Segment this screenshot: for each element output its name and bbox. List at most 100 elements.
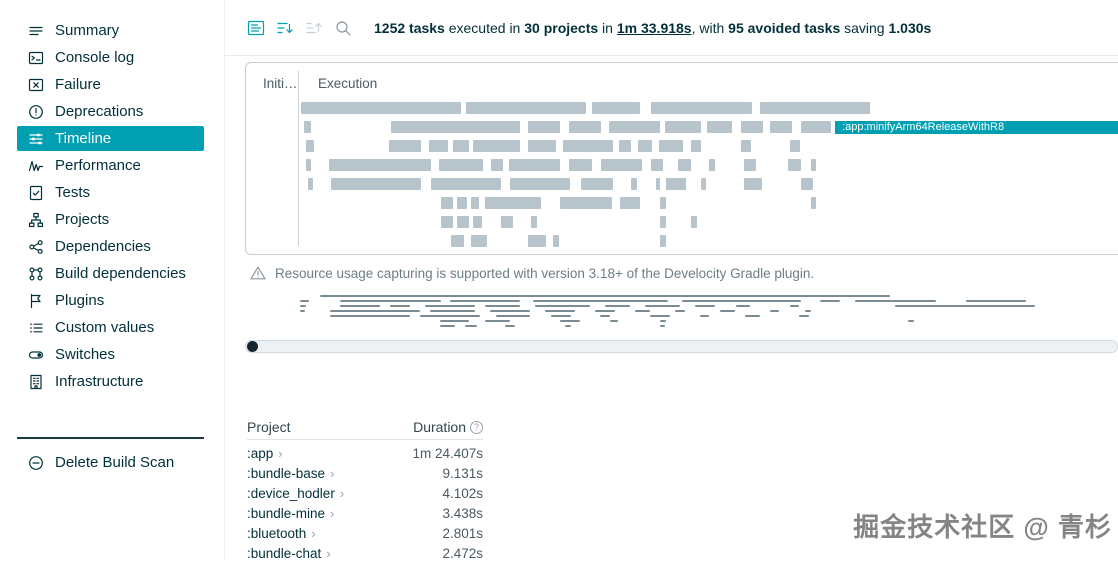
project-link[interactable]: :bundle-chat › [247,546,331,561]
timeline-bar[interactable] [429,140,449,152]
timeline-bar[interactable] [457,197,467,209]
timeline-bar[interactable] [600,159,643,171]
timeline-bar[interactable] [471,235,487,247]
scrollbar-thumb[interactable] [247,341,258,352]
timeline-bar[interactable] [788,159,801,171]
project-link[interactable]: :bundle-mine › [247,506,334,521]
timeline-bar[interactable] [306,140,314,152]
timeline-bar[interactable] [592,102,640,114]
timeline-minimap[interactable] [245,292,1118,332]
sidebar-item-performance[interactable]: Performance [17,153,204,178]
timeline-bar[interactable] [500,216,513,228]
timeline-bar[interactable] [490,159,503,171]
timeline-bar[interactable] [528,235,547,247]
timeline-bar[interactable] [568,159,593,171]
timeline-bar[interactable] [620,197,640,209]
project-link[interactable]: :app › [247,446,283,461]
timeline-bar[interactable] [568,121,601,133]
sidebar-item-timeline[interactable]: Timeline [17,126,204,151]
timeline-scrollbar[interactable] [245,340,1118,353]
timeline-bar[interactable] [430,178,501,190]
timeline-bar[interactable] [650,102,753,114]
timeline-bar[interactable] [618,140,631,152]
sidebar-item-dependencies[interactable]: Dependencies [17,234,204,259]
timeline-bar[interactable] [700,178,707,190]
timeline-bar[interactable] [508,159,561,171]
timeline-bar[interactable] [744,178,763,190]
sidebar-item-summary[interactable]: Summary [17,18,204,43]
project-link[interactable]: :bundle-base › [247,466,334,481]
project-link[interactable]: :device_hodler › [247,486,344,501]
view-options-button[interactable] [246,18,266,38]
sidebar-item-build-dependencies[interactable]: Build dependencies [17,261,204,286]
timeline-bar[interactable] [510,178,571,190]
group-order-button[interactable] [304,18,324,38]
timeline-bar[interactable] [530,216,537,228]
timeline-bar[interactable] [450,235,465,247]
sidebar-item-infrastructure[interactable]: Infrastructure [17,369,204,394]
timeline-bar[interactable] [440,197,453,209]
timeline-bar[interactable] [457,216,470,228]
sidebar-item-custom-values[interactable]: Custom values [17,315,204,340]
delete-build-scan-button[interactable]: Delete Build Scan [17,450,204,475]
timeline-bar[interactable] [306,159,312,171]
timeline-bar[interactable] [660,216,667,228]
timeline-bar[interactable] [638,140,653,152]
timeline-bar[interactable] [660,235,667,247]
timeline-bar[interactable] [307,178,313,190]
timeline-bar[interactable] [528,121,561,133]
timeline-bar[interactable] [666,178,686,190]
sidebar-item-switches[interactable]: Switches [17,342,204,367]
timeline-bar[interactable] [744,159,757,171]
timeline-bar[interactable] [440,216,453,228]
timeline-bar[interactable] [690,140,701,152]
timeline-bar[interactable] [665,121,701,133]
timeline-bar[interactable] [760,102,871,114]
timeline-bar[interactable] [472,140,521,152]
tab-execution[interactable]: Execution [318,76,378,91]
timeline-bar[interactable] [301,102,462,114]
timeline-bar[interactable] [303,121,312,133]
sort-order-button[interactable] [275,18,295,38]
timeline-bar[interactable] [472,216,483,228]
timeline-bar[interactable] [471,197,480,209]
timeline-bar[interactable] [655,178,661,190]
timeline-bar[interactable] [660,197,667,209]
timeline-bar[interactable] [484,197,541,209]
timeline-bar[interactable] [707,121,732,133]
sidebar-item-projects[interactable]: Projects [17,207,204,232]
timeline-bar[interactable] [466,102,586,114]
timeline-bar[interactable] [439,159,484,171]
project-link[interactable]: :bluetooth › [247,526,316,541]
timeline-bar[interactable] [790,140,800,152]
timeline-bar[interactable] [650,159,663,171]
build-duration-link[interactable]: 1m 33.918s [616,19,692,36]
sidebar-item-failure[interactable]: Failure [17,72,204,97]
timeline-bar[interactable] [580,178,613,190]
timeline-bar[interactable] [740,121,763,133]
timeline-bar[interactable] [708,159,715,171]
timeline-bar[interactable] [329,159,431,171]
sidebar-item-deprecations[interactable]: Deprecations [17,99,204,124]
timeline-bar[interactable] [562,140,613,152]
timeline-bar[interactable] [608,121,661,133]
timeline-bar[interactable] [528,140,557,152]
timeline-bar[interactable] [389,140,421,152]
timeline-bar-highlighted[interactable]: :app:minifyArm64ReleaseWithR8 [835,121,1118,134]
timeline-bar[interactable] [553,235,559,247]
timeline-bar[interactable] [800,178,813,190]
timeline-bar[interactable] [658,140,683,152]
timeline-bar[interactable] [810,197,817,209]
sidebar-item-tests[interactable]: Tests [17,180,204,205]
timeline-bar[interactable] [560,197,613,209]
timeline-bar[interactable] [390,121,521,133]
sidebar-item-console-log[interactable]: Console log [17,45,204,70]
timeline-bar[interactable] [800,121,831,133]
timeline-bar[interactable] [690,216,697,228]
sidebar-item-plugins[interactable]: Plugins [17,288,204,313]
timeline-bar[interactable] [740,140,751,152]
timeline-bar[interactable] [630,178,637,190]
tab-initialization[interactable]: Initi… [263,76,296,91]
timeline-bar[interactable] [678,159,691,171]
search-button[interactable] [333,18,353,38]
